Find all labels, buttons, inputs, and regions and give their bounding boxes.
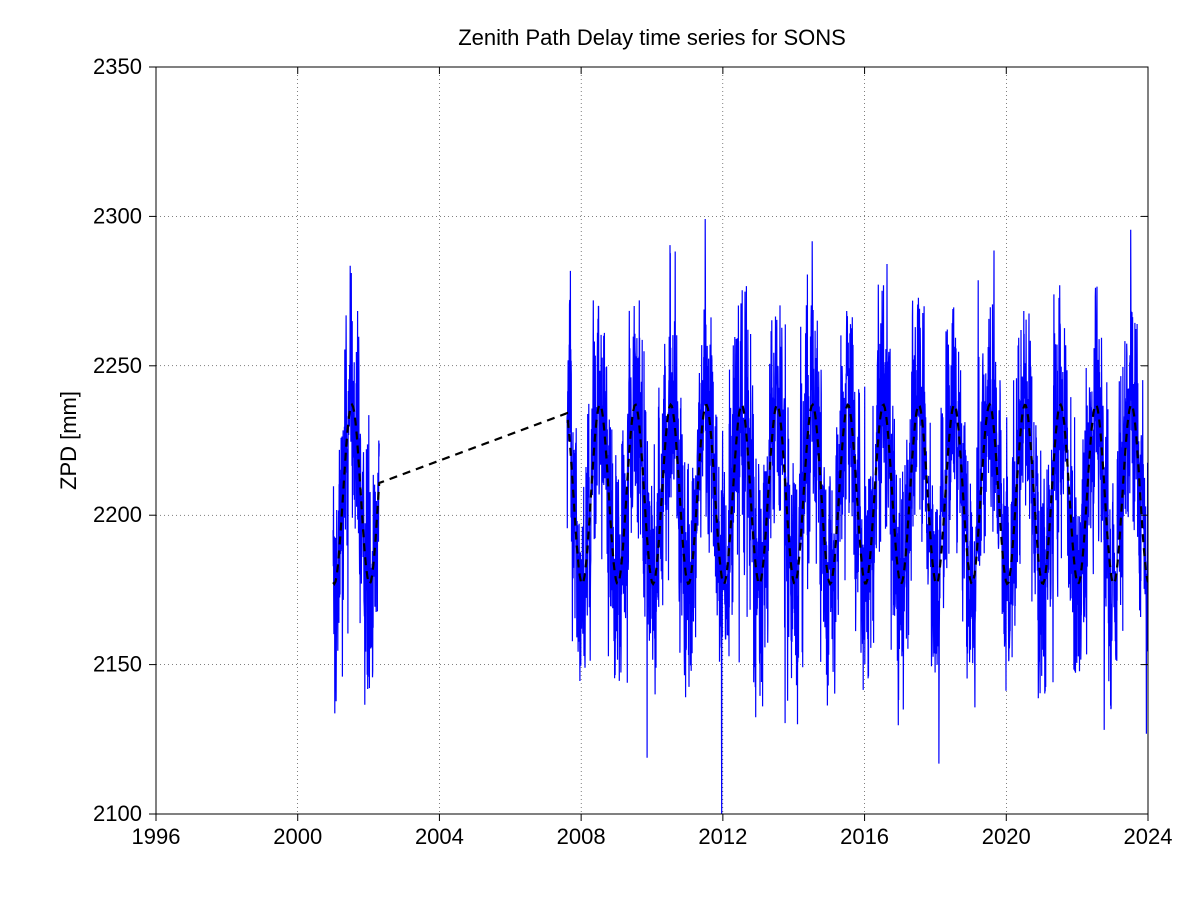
ytick-label: 2100 [93,801,142,826]
ytick-label: 2350 [93,54,142,79]
chart-container: 1996 2000 2004 2008 2012 2016 2020 2024 2100 2150… [0,0,1201,901]
xtick-label: 2020 [982,824,1031,849]
chart-title: Zenith Path Delay time series for SONS [458,25,846,50]
ytick-label: 2300 [93,203,142,228]
xtick-label: 2004 [415,824,464,849]
xtick-label: 1996 [132,824,181,849]
ytick-label: 2150 [93,652,142,677]
xtick-label: 2024 [1124,824,1173,849]
ytick-label: 2250 [93,353,142,378]
xtick-label: 2000 [273,824,322,849]
ytick-label: 2200 [93,502,142,527]
xtick-label: 2016 [840,824,889,849]
xtick-label: 2012 [698,824,747,849]
xtick-label: 2008 [557,824,606,849]
y-axis-label: ZPD [mm] [56,391,81,490]
zpd-chart: 1996 2000 2004 2008 2012 2016 2020 2024 2100 2150… [0,0,1201,901]
